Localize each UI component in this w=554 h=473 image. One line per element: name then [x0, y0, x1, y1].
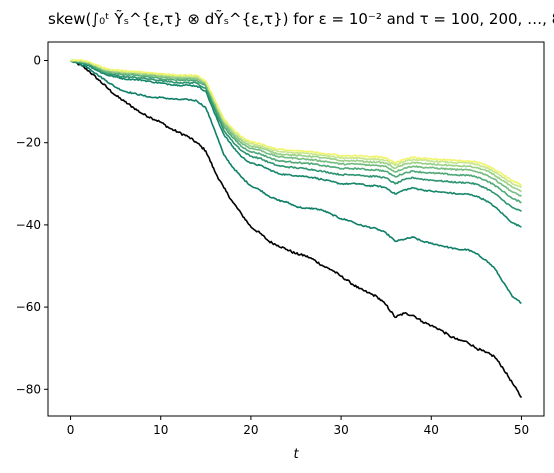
x-tick-label: 40	[424, 423, 439, 437]
series-line-6	[70, 59, 522, 192]
series-line-1	[70, 59, 522, 304]
y-tick-label: −60	[16, 300, 41, 314]
series-line-0	[70, 59, 523, 399]
series-line-5	[70, 59, 522, 197]
series-layer	[69, 59, 523, 399]
y-tick-label: −80	[16, 382, 41, 396]
x-tick-label: 20	[243, 423, 258, 437]
series-line-2	[69, 59, 522, 228]
x-axis-label: t	[293, 447, 299, 462]
series-line-3	[70, 59, 522, 212]
x-tick-label: 50	[514, 423, 529, 437]
plot-area-frame	[47, 41, 545, 417]
chart-title: skew(∫₀ᵗ Ỹₛ^{ε,τ} ⊗ dỸₛ^{ε,τ}) for ε = 1…	[48, 10, 554, 28]
y-axis: 0 −20 −40 −60 −80	[16, 53, 48, 396]
x-tick-label: 10	[153, 423, 168, 437]
x-tick-label: 30	[333, 423, 348, 437]
x-axis: 0 10 20 30 40 50	[67, 416, 529, 437]
y-tick-label: 0	[33, 53, 41, 67]
y-tick-label: −40	[16, 218, 41, 232]
x-tick-label: 0	[67, 423, 75, 437]
y-tick-label: −20	[16, 136, 41, 150]
series-line-4	[70, 59, 522, 204]
series-line-8	[70, 59, 522, 186]
